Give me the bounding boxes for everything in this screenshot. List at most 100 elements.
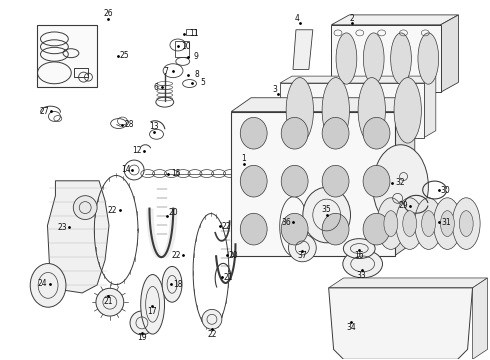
Text: 14: 14	[121, 166, 131, 175]
Ellipse shape	[286, 78, 314, 143]
Ellipse shape	[240, 117, 267, 149]
Ellipse shape	[363, 165, 390, 197]
Text: 10: 10	[181, 41, 191, 50]
Text: 18: 18	[173, 280, 183, 289]
Text: 20: 20	[169, 208, 178, 217]
Text: 20: 20	[228, 251, 238, 260]
Bar	[331, 25, 441, 92]
Text: 27: 27	[40, 107, 49, 116]
Text: 22: 22	[222, 222, 231, 231]
Polygon shape	[329, 278, 488, 288]
Text: 7: 7	[164, 67, 169, 76]
Text: 35: 35	[322, 205, 332, 214]
Ellipse shape	[343, 239, 375, 258]
Ellipse shape	[322, 117, 349, 149]
Text: 19: 19	[137, 333, 147, 342]
Text: 32: 32	[396, 178, 405, 187]
Ellipse shape	[364, 33, 384, 84]
Text: 33: 33	[357, 270, 367, 279]
Ellipse shape	[162, 266, 182, 302]
Text: 29: 29	[399, 201, 408, 210]
Polygon shape	[441, 15, 459, 92]
Text: 30: 30	[441, 185, 450, 194]
Text: 4: 4	[294, 14, 299, 23]
Bar	[231, 112, 395, 256]
Polygon shape	[331, 15, 459, 25]
Ellipse shape	[434, 198, 461, 249]
Text: 6: 6	[153, 83, 158, 92]
Ellipse shape	[96, 288, 123, 316]
Text: 31: 31	[441, 218, 451, 227]
Ellipse shape	[322, 78, 349, 143]
Ellipse shape	[30, 264, 66, 307]
Bar	[175, 41, 189, 57]
Bar	[74, 68, 88, 77]
Text: 37: 37	[297, 251, 307, 260]
Text: 22: 22	[108, 206, 118, 215]
Ellipse shape	[418, 33, 439, 84]
Ellipse shape	[303, 187, 350, 243]
Ellipse shape	[373, 145, 428, 228]
Ellipse shape	[74, 196, 97, 220]
Text: 8: 8	[194, 70, 199, 79]
Ellipse shape	[322, 165, 349, 197]
Text: 36: 36	[281, 218, 291, 227]
Ellipse shape	[281, 117, 308, 149]
Text: 9: 9	[194, 52, 199, 61]
Polygon shape	[231, 98, 415, 112]
Ellipse shape	[240, 165, 267, 197]
Ellipse shape	[322, 213, 349, 245]
Text: 3: 3	[273, 85, 277, 94]
Ellipse shape	[394, 78, 421, 143]
Text: 25: 25	[120, 51, 129, 60]
Text: 5: 5	[200, 78, 205, 87]
Text: 1: 1	[242, 154, 246, 163]
Ellipse shape	[403, 211, 416, 237]
Ellipse shape	[396, 198, 423, 249]
Text: 13: 13	[149, 122, 158, 131]
Text: 21: 21	[223, 273, 233, 282]
Polygon shape	[472, 278, 488, 359]
Ellipse shape	[281, 213, 308, 245]
Ellipse shape	[343, 250, 383, 278]
Text: 28: 28	[124, 120, 134, 129]
Ellipse shape	[141, 275, 165, 334]
Text: 24: 24	[38, 279, 48, 288]
Ellipse shape	[202, 309, 222, 329]
Ellipse shape	[384, 211, 398, 237]
Ellipse shape	[358, 78, 386, 143]
Text: 12: 12	[132, 146, 142, 155]
Ellipse shape	[336, 33, 357, 84]
Text: 34: 34	[346, 323, 356, 332]
Polygon shape	[280, 76, 436, 83]
Ellipse shape	[452, 198, 480, 249]
Ellipse shape	[421, 211, 436, 237]
Text: 22: 22	[171, 251, 181, 260]
Ellipse shape	[281, 165, 308, 197]
Text: 23: 23	[57, 222, 67, 231]
Ellipse shape	[130, 311, 154, 335]
Ellipse shape	[289, 234, 316, 262]
Polygon shape	[424, 76, 436, 138]
Bar	[280, 83, 424, 138]
Text: 22: 22	[207, 330, 217, 339]
Ellipse shape	[459, 211, 473, 237]
Polygon shape	[48, 181, 109, 293]
Ellipse shape	[363, 213, 390, 245]
Text: 16: 16	[354, 251, 364, 260]
Bar	[186, 30, 196, 35]
Ellipse shape	[391, 33, 412, 84]
Bar	[37, 24, 97, 87]
Ellipse shape	[415, 198, 442, 249]
Text: 17: 17	[147, 307, 156, 316]
Text: 2: 2	[349, 14, 354, 23]
Ellipse shape	[240, 213, 267, 245]
Polygon shape	[395, 98, 415, 256]
Ellipse shape	[377, 198, 405, 249]
Ellipse shape	[441, 211, 454, 237]
Polygon shape	[293, 30, 313, 69]
Text: 21: 21	[103, 297, 113, 306]
Text: 26: 26	[103, 9, 113, 18]
Polygon shape	[329, 288, 472, 359]
Text: 11: 11	[189, 29, 199, 38]
